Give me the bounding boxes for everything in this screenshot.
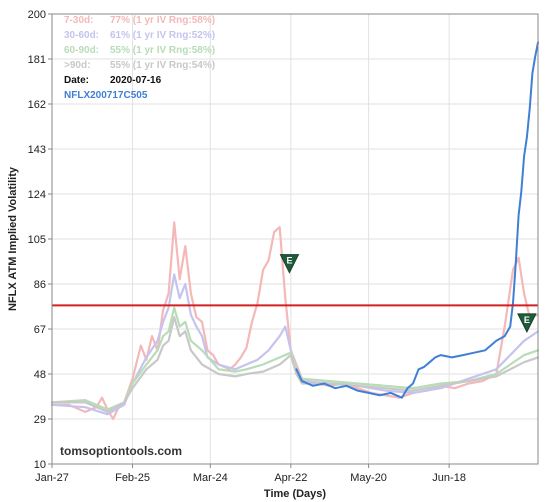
earnings-marker-triangle <box>279 254 300 274</box>
y-tick-label: 105 <box>28 234 46 246</box>
earnings-marker-triangle <box>517 313 537 334</box>
legend-key-7-30d: 7-30d: <box>64 15 93 26</box>
x-tick-label: Feb-25 <box>115 472 150 484</box>
y-axis-ticks: 10 29 48 67 86 105 124 143 162 181 200 <box>28 9 52 471</box>
legend-date-value: 2020-07-16 <box>110 75 162 86</box>
legend-contract: NFLX200717C505 <box>64 90 148 101</box>
y-tick-label: 10 <box>34 459 46 471</box>
x-axis-title: Time (Days) <box>264 488 326 500</box>
legend-value-60-90d: 55% (1 yr IV Rng:58%) <box>110 45 215 56</box>
legend-date-label: Date: <box>64 75 89 86</box>
legend-value-30-60d: 61% (1 yr IV Rng:52%) <box>110 30 215 41</box>
legend-value-90d: 55% (1 yr IV Rng:54%) <box>110 60 215 71</box>
x-tick-label: Jun-18 <box>432 472 466 484</box>
x-axis-ticks: Jan-27 Feb-25 Mar-24 Apr-22 May-20 Jun-18 <box>35 464 466 484</box>
y-tick-label: 124 <box>28 189 46 201</box>
y-tick-label: 67 <box>34 324 46 336</box>
y-axis-title: NFLX ATM Implied Volatility <box>7 166 19 311</box>
legend-key-30-60d: 30-60d: <box>64 30 99 41</box>
earnings-marker-label: E <box>286 256 292 266</box>
legend: 7-30d: 77% (1 yr IV Rng:58%) 30-60d: 61%… <box>64 15 215 101</box>
legend-key-90d: >90d: <box>64 60 90 71</box>
earnings-marker-label: E <box>524 315 530 325</box>
x-tick-label: Mar-24 <box>193 472 228 484</box>
series-layer <box>50 41 540 421</box>
y-tick-label: 86 <box>34 279 46 291</box>
watermark: tomsoptiontools.com <box>60 444 182 458</box>
series-line-nflx200717c505 <box>295 41 539 399</box>
y-tick-label: 200 <box>28 9 46 21</box>
legend-value-7-30d: 77% (1 yr IV Rng:58%) <box>110 15 215 26</box>
y-tick-label: 29 <box>34 414 46 426</box>
x-tick-label: Apr-22 <box>274 472 307 484</box>
series-line-60-90d <box>50 306 540 411</box>
earnings-marker: E <box>279 254 300 274</box>
series-line-90d <box>50 316 540 413</box>
x-tick-label: Jan-27 <box>35 472 69 484</box>
y-tick-label: 143 <box>28 144 46 156</box>
earnings-marker: E <box>517 313 537 334</box>
y-tick-label: 162 <box>28 99 46 111</box>
y-tick-label: 48 <box>34 369 46 381</box>
x-tick-label: May-20 <box>350 472 387 484</box>
y-tick-label: 181 <box>28 54 46 66</box>
markers-layer: EE <box>279 254 537 334</box>
series-line-30-60d <box>50 273 540 416</box>
legend-key-60-90d: 60-90d: <box>64 45 99 56</box>
